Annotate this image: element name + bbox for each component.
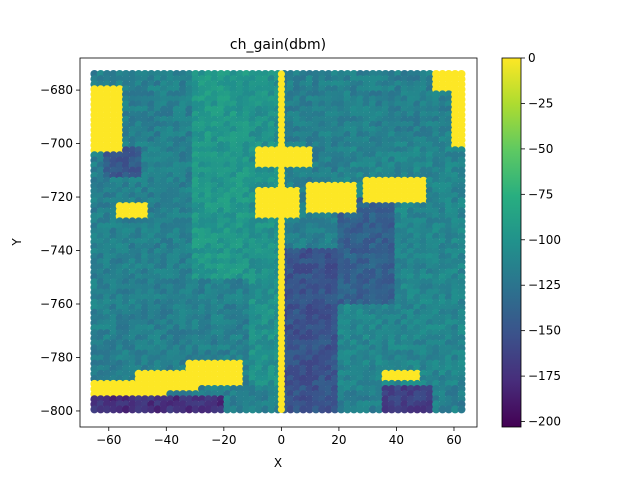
- y-tick-label: −680: [40, 83, 73, 97]
- y-tick-label: −760: [40, 297, 73, 311]
- x-tick-label: −60: [96, 433, 121, 447]
- colorbar: 0 −25 −50 −75 −100 −125 −150 −175 −200: [502, 51, 561, 429]
- colorbar-tick-label: −175: [528, 369, 561, 383]
- heatmap-cell: [458, 405, 466, 413]
- colorbar-tick-label: −100: [528, 233, 561, 247]
- x-tick-label: 20: [331, 433, 346, 447]
- x-tick-label: −40: [154, 433, 179, 447]
- colorbar-gradient: [502, 58, 521, 427]
- heatmap-points: [90, 70, 465, 413]
- x-tick-label: 40: [389, 433, 404, 447]
- colorbar-tick-label: −125: [528, 278, 561, 292]
- y-tick-label: −800: [40, 404, 73, 418]
- x-axis: −60 −40 −20 0 20 40 60: [96, 427, 462, 447]
- y-tick-label: −720: [40, 190, 73, 204]
- colorbar-tick-label: −200: [528, 415, 561, 429]
- colorbar-tick-label: −25: [528, 96, 553, 110]
- colorbar-tick-label: −50: [528, 142, 553, 156]
- x-tick-label: 60: [446, 433, 461, 447]
- colorbar-tick-label: −75: [528, 187, 553, 201]
- x-tick-label: 0: [278, 433, 286, 447]
- colorbar-tick-label: −150: [528, 324, 561, 338]
- y-axis: −800 −780 −760 −740 −720 −700 −680: [40, 83, 80, 418]
- chart-title: ch_gain(dbm): [230, 37, 326, 53]
- y-tick-label: −700: [40, 137, 73, 151]
- x-axis-label: X: [274, 456, 282, 470]
- y-axis-label: Y: [10, 238, 24, 247]
- y-tick-label: −780: [40, 350, 73, 364]
- colorbar-tick-label: 0: [528, 51, 536, 65]
- heatmap-cell: [278, 406, 285, 413]
- x-tick-label: −20: [211, 433, 236, 447]
- y-tick-label: −740: [40, 244, 73, 258]
